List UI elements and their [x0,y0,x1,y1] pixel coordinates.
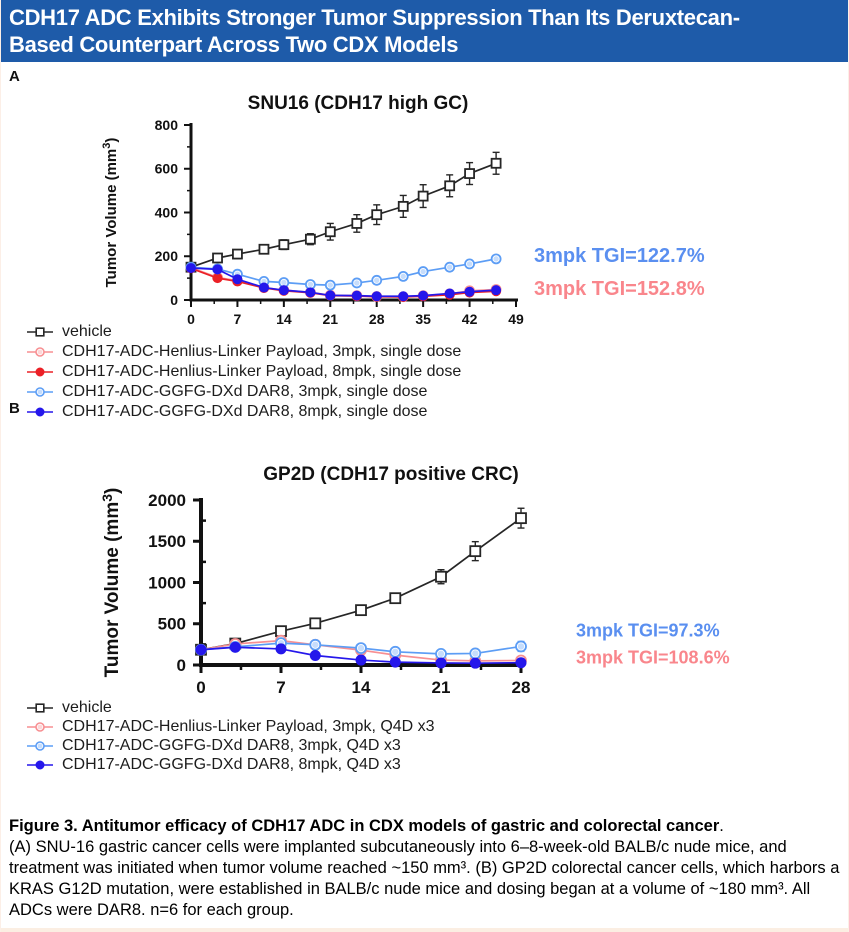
figure-caption-body: (A) SNU-16 gastric cancer cells were imp… [9,838,840,919]
tgi-annotation: 3mpk TGI=108.6% [576,647,730,667]
open-circle-legend-marker-icon [27,347,53,357]
svg-text:Tumor Volume (mm3): Tumor Volume (mm3) [99,488,123,678]
legend-item: CDH17-ADC-Henlius-Linker Payload, 3mpk, … [25,717,435,736]
svg-text:21: 21 [432,678,451,697]
legend-item-label: CDH17-ADC-GGFG-DXd DAR8, 3mpk, single do… [62,383,428,400]
svg-text:1500: 1500 [148,532,186,551]
figure-caption-title-line: Figure 3. Antitumor efficacy of CDH17 AD… [9,816,842,837]
legend-item: CDH17-ADC-GGFG-DXd DAR8, 3mpk, single do… [25,382,461,402]
svg-text:7: 7 [234,311,242,327]
svg-text:Tumor Volume (mm3): Tumor Volume (mm3) [101,138,120,288]
panel-a-label: A [9,68,20,85]
svg-text:28: 28 [369,311,385,327]
open-square-legend-marker-icon [27,702,53,713]
svg-text:14: 14 [352,678,371,697]
svg-text:800: 800 [155,117,179,133]
legend-item: vehicle [25,698,435,717]
legend-item-label: CDH17-ADC-Henlius-Linker Payload, 3mpk, … [62,717,435,735]
figure-caption-title: Figure 3. Antitumor efficacy of CDH17 AD… [9,817,720,835]
bottom-accent-strip [1,928,848,932]
svg-text:2000: 2000 [148,491,186,510]
svg-text:49: 49 [508,311,524,327]
legend-item: CDH17-ADC-GGFG-DXd DAR8, 8mpk, Q4D x3 [25,755,435,774]
open-circle-legend-marker-icon [27,721,53,732]
figure-caption-title-period: . [719,817,724,835]
legend-item: CDH17-ADC-GGFG-DXd DAR8, 3mpk, Q4D x3 [25,736,435,755]
filled-circle-legend-marker-icon [27,407,53,417]
panel-b-label: B [9,400,20,417]
slide-title-line2: Based Counterpart Across Two CDX Models [9,32,459,57]
gp2d-tumor-volume-chart: GP2D (CDH17 positive CRC) Tumor Volume (m… [99,464,730,697]
filled-circle-legend-marker-icon [27,367,53,377]
slide-title-line1: CDH17 ADC Exhibits Stronger Tumor Suppre… [9,5,740,30]
snu16-chart-legend: vehicle CDH17-ADC-Henlius-Linker Payload,… [25,322,461,422]
svg-text:1000: 1000 [148,573,186,592]
legend-item-label: vehicle [62,323,112,340]
svg-text:SNU16 (CDH17 high GC): SNU16 (CDH17 high GC) [248,93,469,114]
slide-title-banner: CDH17 ADC Exhibits Stronger Tumor Suppre… [1,0,848,62]
tgi-annotation: 3mpk TGI=122.7% [534,245,705,267]
tgi-annotation: 3mpk TGI=152.8% [534,278,705,300]
svg-text:0: 0 [177,656,186,675]
figure-caption: Figure 3. Antitumor efficacy of CDH17 AD… [9,816,842,921]
open-square-legend-marker-icon [27,327,53,337]
svg-text:GP2D (CDH17 positive CRC): GP2D (CDH17 positive CRC) [263,464,519,485]
legend-item: CDH17-ADC-Henlius-Linker Payload, 8mpk, … [25,362,461,382]
svg-text:35: 35 [415,311,431,327]
legend-item-label: vehicle [62,698,112,716]
svg-text:600: 600 [155,161,179,177]
open-circle-legend-marker-icon [27,740,53,751]
svg-text:42: 42 [462,311,478,327]
legend-item-label: CDH17-ADC-GGFG-DXd DAR8, 3mpk, Q4D x3 [62,736,401,754]
legend-item: CDH17-ADC-Henlius-Linker Payload, 3mpk, … [25,342,461,362]
legend-item: vehicle [25,322,461,342]
svg-text:0: 0 [187,311,195,327]
svg-text:14: 14 [276,311,292,327]
tgi-annotation: 3mpk TGI=97.3% [576,621,720,641]
snu16-tumor-volume-chart: SNU16 (CDH17 high GC) Tumor Volume (mm3) 0… [101,93,705,327]
open-circle-legend-marker-icon [27,387,53,397]
svg-text:0: 0 [196,678,205,697]
svg-text:500: 500 [158,615,186,634]
svg-text:21: 21 [322,311,338,327]
legend-item-label: CDH17-ADC-Henlius-Linker Payload, 3mpk, … [62,343,462,360]
svg-text:7: 7 [276,678,285,697]
legend-item: CDH17-ADC-GGFG-DXd DAR8, 8mpk, single do… [25,402,461,422]
legend-item-label: CDH17-ADC-GGFG-DXd DAR8, 8mpk, single do… [62,403,428,420]
legend-item-label: CDH17-ADC-Henlius-Linker Payload, 8mpk, … [62,363,462,380]
gp2d-chart-legend: vehicle CDH17-ADC-Henlius-Linker Payload,… [25,698,435,774]
svg-text:28: 28 [512,678,531,697]
svg-text:400: 400 [155,204,179,220]
filled-circle-legend-marker-icon [27,760,53,769]
svg-text:200: 200 [155,248,179,264]
svg-text:0: 0 [170,292,178,308]
legend-item-label: CDH17-ADC-GGFG-DXd DAR8, 8mpk, Q4D x3 [62,755,401,773]
